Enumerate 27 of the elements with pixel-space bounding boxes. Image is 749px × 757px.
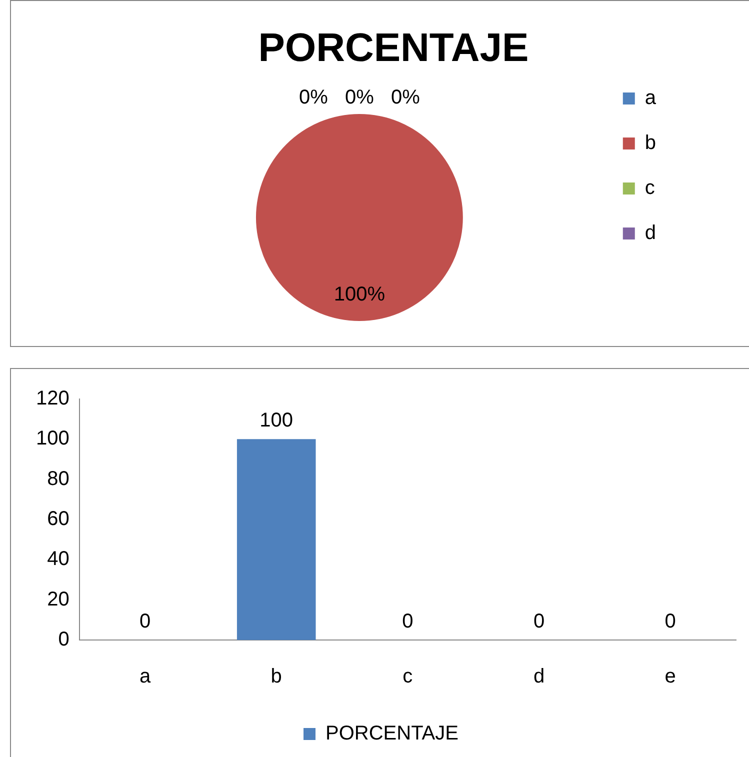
x-tick-label: e	[664, 666, 676, 688]
x-tick-label: a	[139, 666, 152, 688]
data-label: 0	[139, 610, 151, 633]
y-tick-label: 60	[47, 508, 70, 530]
y-tick-label: 120	[36, 388, 70, 410]
data-label: 100	[260, 410, 294, 432]
y-tick-label: 20	[47, 588, 70, 610]
legend-label: a	[644, 87, 657, 110]
x-tick-label: b	[270, 666, 282, 688]
x-tick-label: c	[402, 666, 413, 688]
y-tick-label: 100	[36, 428, 70, 450]
y-tick-label: 0	[58, 628, 70, 651]
legend-label: c	[644, 177, 655, 200]
data-label: 100%	[334, 284, 386, 306]
data-label: 0	[402, 610, 414, 633]
data-label: 0	[664, 610, 676, 633]
text: 0%	[298, 86, 328, 109]
y-tick-label: 40	[47, 548, 70, 570]
y-tick-label: 80	[47, 468, 70, 490]
legend-label: d	[644, 222, 656, 244]
x-tick-label: d	[533, 666, 545, 688]
text: 0%	[390, 86, 420, 109]
legend-label: PORCENTAJE	[326, 722, 458, 745]
data-label: 0	[533, 610, 545, 633]
chart-title: PORCENTAJE	[258, 26, 529, 70]
legend-label: b	[644, 132, 656, 154]
text: 0%	[344, 86, 374, 109]
